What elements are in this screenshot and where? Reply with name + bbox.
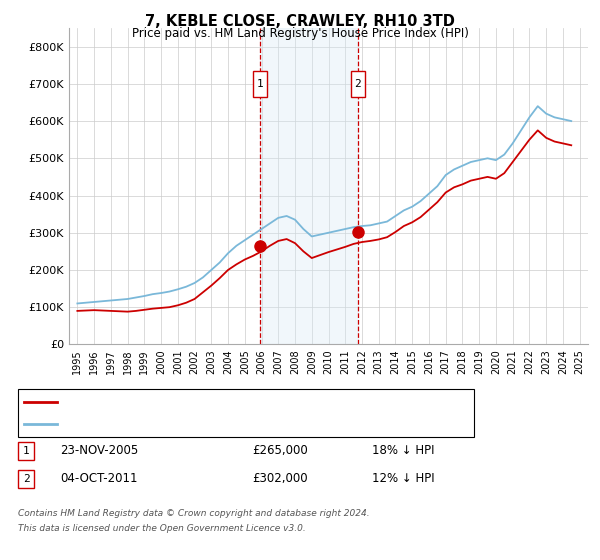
Text: 04-OCT-2011: 04-OCT-2011 — [60, 472, 137, 486]
Text: £265,000: £265,000 — [252, 444, 308, 458]
Bar — [351, 71, 365, 97]
Bar — [260, 28, 358, 344]
Text: 12% ↓ HPI: 12% ↓ HPI — [372, 472, 434, 486]
Text: 1: 1 — [256, 79, 263, 89]
Text: This data is licensed under the Open Government Licence v3.0.: This data is licensed under the Open Gov… — [18, 524, 306, 533]
Text: 1: 1 — [23, 446, 29, 456]
Text: 2: 2 — [355, 79, 361, 89]
Text: £302,000: £302,000 — [252, 472, 308, 486]
Text: 18% ↓ HPI: 18% ↓ HPI — [372, 444, 434, 458]
Text: Contains HM Land Registry data © Crown copyright and database right 2024.: Contains HM Land Registry data © Crown c… — [18, 509, 370, 518]
Bar — [253, 71, 267, 97]
Text: 7, KEBLE CLOSE, CRAWLEY, RH10 3TD (detached house): 7, KEBLE CLOSE, CRAWLEY, RH10 3TD (detac… — [63, 396, 356, 407]
Text: HPI: Average price, detached house, Crawley: HPI: Average price, detached house, Craw… — [63, 419, 298, 429]
Text: Price paid vs. HM Land Registry's House Price Index (HPI): Price paid vs. HM Land Registry's House … — [131, 27, 469, 40]
Text: 23-NOV-2005: 23-NOV-2005 — [60, 444, 138, 458]
Text: 2: 2 — [23, 474, 29, 484]
Text: 7, KEBLE CLOSE, CRAWLEY, RH10 3TD: 7, KEBLE CLOSE, CRAWLEY, RH10 3TD — [145, 14, 455, 29]
